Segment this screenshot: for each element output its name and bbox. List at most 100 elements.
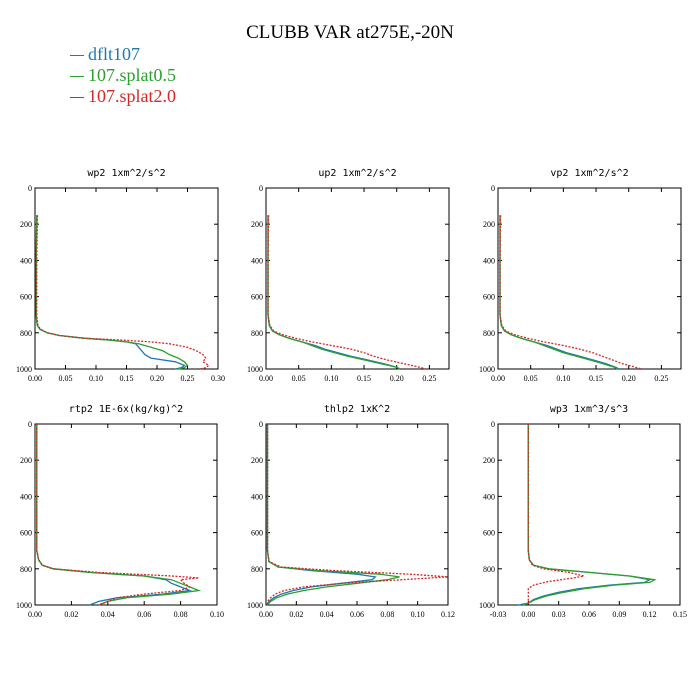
x-tick-label: 0.30 bbox=[211, 374, 225, 383]
series-line-107-splat2-0 bbox=[266, 424, 449, 605]
y-tick-label: 0 bbox=[259, 420, 263, 429]
x-tick-label: 0.05 bbox=[524, 374, 538, 383]
plot-frame bbox=[34, 423, 218, 606]
y-tick-label: 800 bbox=[20, 565, 32, 574]
y-tick-label: 200 bbox=[483, 220, 495, 229]
x-tick-label: 0.25 bbox=[181, 374, 195, 383]
y-tick-label: 1000 bbox=[479, 601, 495, 610]
x-tick-label: 0.00 bbox=[491, 374, 505, 383]
x-tick-label: 0.04 bbox=[101, 610, 115, 619]
y-tick-label: 1000 bbox=[247, 365, 263, 374]
x-tick-label: 0.04 bbox=[320, 610, 334, 619]
y-tick-label: 0 bbox=[491, 184, 495, 193]
y-tick-label: 200 bbox=[483, 456, 495, 465]
y-tick-label: 0 bbox=[28, 184, 32, 193]
y-tick-label: 600 bbox=[483, 529, 495, 538]
x-tick-label: 0.10 bbox=[89, 374, 103, 383]
y-tick-label: 1000 bbox=[247, 601, 263, 610]
y-tick-label: 200 bbox=[251, 220, 263, 229]
series-line-107-splat0-5 bbox=[523, 424, 657, 606]
x-tick-label: 0.00 bbox=[259, 610, 273, 619]
series-line-dflt107 bbox=[266, 424, 377, 606]
chart-title: rtp2 1E-6x(kg/kg)^2 bbox=[69, 404, 183, 415]
y-tick-label: 600 bbox=[20, 293, 32, 302]
x-tick-label: 0.05 bbox=[59, 374, 73, 383]
x-tick-label: 0.20 bbox=[390, 374, 404, 383]
y-tick-label: 0 bbox=[491, 420, 495, 429]
legend-label: dflt107 bbox=[88, 44, 140, 64]
x-tick-label: 0.06 bbox=[582, 610, 596, 619]
y-tick-label: 1000 bbox=[479, 365, 495, 374]
y-tick-label: 1000 bbox=[16, 365, 32, 374]
chart-title: wp2 1xm^2/s^2 bbox=[87, 168, 165, 179]
y-tick-label: 400 bbox=[483, 492, 495, 501]
y-tick-label: 800 bbox=[20, 329, 32, 338]
x-tick-label: 0.15 bbox=[589, 374, 603, 383]
y-tick-label: 0 bbox=[28, 420, 32, 429]
x-tick-label: 0.05 bbox=[292, 374, 306, 383]
x-tick-label: 0.10 bbox=[210, 610, 224, 619]
series-line-107-splat0-5 bbox=[267, 215, 401, 370]
legend-item-splat05: 107.splat0.5 bbox=[70, 65, 176, 86]
y-tick-label: 800 bbox=[483, 329, 495, 338]
x-tick-label: -0.03 bbox=[490, 610, 507, 619]
x-tick-label: 0.00 bbox=[259, 374, 273, 383]
chart-panel-3: rtp2 1E-6x(kg/kg)^2 0 200 400 600 800 10000.00… bbox=[16, 404, 224, 619]
x-tick-label: 0.10 bbox=[324, 374, 338, 383]
series-line-dflt107 bbox=[35, 215, 186, 370]
x-tick-label: 0.20 bbox=[150, 374, 164, 383]
legend-swatch bbox=[70, 76, 84, 78]
series-line-107-splat2-0 bbox=[267, 215, 427, 370]
plot-frame bbox=[265, 423, 449, 606]
y-tick-label: 600 bbox=[251, 529, 263, 538]
plot-frame bbox=[497, 187, 682, 370]
series-line-107-splat2-0 bbox=[527, 424, 585, 605]
x-tick-label: 0.09 bbox=[612, 610, 626, 619]
y-tick-label: 800 bbox=[251, 329, 263, 338]
x-tick-label: 0.00 bbox=[28, 610, 42, 619]
series-line-107-splat2-0 bbox=[499, 215, 642, 370]
legend-swatch bbox=[70, 55, 84, 57]
series-line-dflt107 bbox=[518, 424, 652, 606]
y-tick-label: 200 bbox=[251, 456, 263, 465]
x-tick-label: 0.06 bbox=[137, 610, 151, 619]
y-tick-label: 200 bbox=[20, 456, 32, 465]
y-tick-label: 800 bbox=[483, 565, 495, 574]
y-tick-label: 600 bbox=[251, 293, 263, 302]
legend-item-dflt107: dflt107 bbox=[70, 44, 140, 65]
series-line-107-splat2-0 bbox=[36, 424, 199, 606]
chart-title: wp3 1xm^3/s^3 bbox=[550, 404, 628, 415]
series-line-107-splat2-0 bbox=[36, 215, 210, 370]
y-tick-label: 400 bbox=[251, 256, 263, 265]
y-tick-label: 200 bbox=[20, 220, 32, 229]
legend-swatch bbox=[70, 97, 84, 99]
legend-item-splat20: 107.splat2.0 bbox=[70, 86, 176, 107]
x-tick-label: 0.20 bbox=[622, 374, 636, 383]
x-tick-label: 0.25 bbox=[654, 374, 668, 383]
x-tick-label: 0.15 bbox=[357, 374, 371, 383]
plot-frame bbox=[265, 187, 450, 370]
series-line-dflt107 bbox=[499, 215, 620, 370]
x-tick-label: 0.15 bbox=[120, 374, 134, 383]
series-line-107-splat0-5 bbox=[266, 424, 400, 606]
series-line-107-splat0-5 bbox=[499, 215, 618, 370]
chart-panel-5: wp3 1xm^3/s^3 0 200 400 600 800 1000-0.03 0.00 0… bbox=[479, 404, 687, 619]
x-tick-label: 0.12 bbox=[643, 610, 657, 619]
x-tick-label: 0.08 bbox=[380, 610, 394, 619]
page-title: CLUBB VAR at275E,-20N bbox=[246, 22, 454, 43]
y-tick-label: 400 bbox=[20, 256, 32, 265]
y-tick-label: 800 bbox=[251, 565, 263, 574]
plot-frame bbox=[497, 423, 681, 606]
x-tick-label: 0.02 bbox=[64, 610, 78, 619]
x-tick-label: 0.08 bbox=[174, 610, 188, 619]
y-tick-label: 0 bbox=[259, 184, 263, 193]
chart-title: up2 1xm^2/s^2 bbox=[318, 168, 396, 179]
chart-title: vp2 1xm^2/s^2 bbox=[550, 168, 628, 179]
chart-title: thlp2 1xK^2 bbox=[324, 404, 390, 415]
series-line-dflt107 bbox=[36, 424, 193, 606]
